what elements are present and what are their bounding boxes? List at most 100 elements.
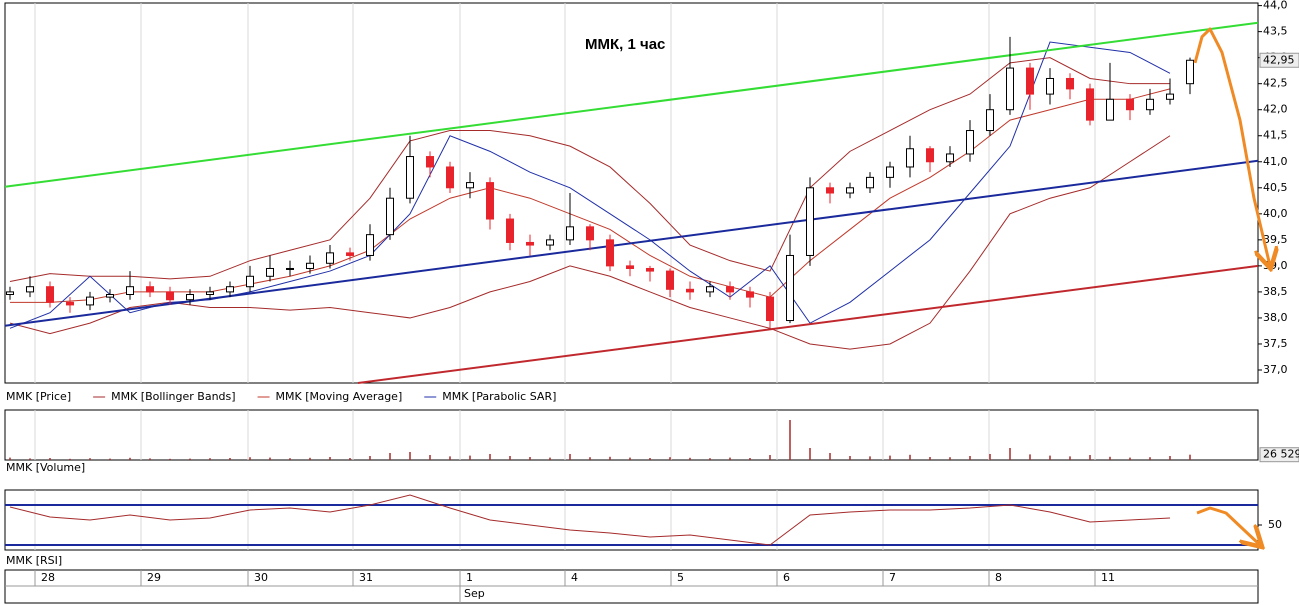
candle-body — [686, 288, 694, 293]
candle-body — [266, 267, 274, 277]
y-tick-label: 40,5 — [1263, 181, 1288, 194]
x-tick-label: 4 — [571, 571, 578, 584]
y-tick-label: 37,5 — [1263, 337, 1288, 350]
x-tick-label: 29 — [147, 571, 161, 584]
candle-body — [246, 275, 254, 288]
annotation-arrow — [1196, 506, 1260, 545]
candle-body — [106, 294, 114, 298]
x-tick-label: 1 — [466, 571, 473, 584]
candle-body — [846, 187, 854, 194]
x-tick-label: 28 — [41, 571, 55, 584]
rsi-pane — [4, 489, 1259, 551]
indicator-line — [10, 88, 1171, 303]
x-tick-label: 31 — [359, 571, 373, 584]
candle-body — [386, 197, 394, 236]
candle-body — [26, 286, 34, 293]
candle-body — [826, 187, 834, 194]
legend-label: MMK [Price] — [6, 390, 71, 403]
candle-body — [946, 153, 954, 163]
candle-body — [406, 156, 414, 199]
y-tick-label: 41,5 — [1263, 129, 1288, 142]
x-tick-label: 5 — [677, 571, 684, 584]
y-tick-label: 42,0 — [1263, 103, 1288, 116]
bollinger-lower — [9, 135, 1171, 350]
y-tick-label: 39,5 — [1263, 233, 1288, 246]
trend-line — [357, 264, 1259, 384]
candle-body — [806, 187, 814, 256]
candle-body — [1006, 67, 1014, 111]
x-tick-label: 7 — [889, 571, 896, 584]
candle-body — [86, 296, 94, 306]
legend-label: MMK [Moving Average] — [276, 390, 403, 403]
candle-body — [126, 286, 134, 296]
pane-label: MMK [RSI] — [6, 554, 62, 567]
candle-body — [646, 267, 654, 272]
x-tick-label: 6 — [783, 571, 790, 584]
candle-body — [586, 226, 594, 241]
candle-body — [306, 262, 314, 269]
last-value-box — [1259, 447, 1299, 463]
candle-body — [786, 254, 794, 322]
candle-body — [1146, 98, 1154, 111]
trend-line — [4, 159, 1259, 327]
legend-label: MMK [Bollinger Bands] — [111, 390, 235, 403]
candle-body — [206, 291, 214, 296]
y-tick-label: 40,0 — [1263, 207, 1288, 220]
candle-body — [526, 241, 534, 246]
annotation-arrow — [1193, 27, 1270, 266]
last-value-label: 26 529 — [1263, 448, 1299, 461]
y-tick-label: 37,0 — [1263, 363, 1288, 376]
candle-body — [866, 176, 874, 189]
x-tick-label: 30 — [254, 571, 268, 584]
y-tick-label: 50 — [1268, 518, 1282, 531]
candle-body — [166, 291, 174, 301]
candle-body — [466, 182, 474, 189]
candle-body — [666, 270, 674, 290]
candle-body — [886, 166, 894, 178]
candle-body — [966, 130, 974, 155]
candle-body — [186, 294, 194, 301]
trend-line — [4, 21, 1259, 188]
y-tick-label: 39,0 — [1263, 259, 1288, 272]
candle-body — [326, 252, 334, 264]
chart-title: ММК, 1 час — [585, 36, 665, 53]
candle-body — [606, 239, 614, 267]
rsi-line — [9, 494, 1171, 546]
candle-body — [546, 239, 554, 246]
candle-body — [1086, 88, 1094, 121]
x-tick-label: 8 — [995, 571, 1002, 584]
candle-body — [926, 148, 934, 163]
last-value-box — [1259, 52, 1299, 68]
month-label: Sep — [464, 587, 485, 600]
last-value-label: 42,95 — [1263, 53, 1295, 66]
candle-body — [986, 109, 994, 132]
candle-body — [1106, 98, 1114, 121]
pane-label: MMK [Volume] — [6, 461, 85, 474]
candle-body — [1166, 93, 1174, 100]
candle-body — [706, 286, 714, 293]
candle-body — [726, 286, 734, 293]
candle-body — [626, 265, 634, 269]
candle-body — [1026, 67, 1034, 95]
candle-body — [766, 296, 774, 322]
y-tick-label: 41,0 — [1263, 155, 1288, 168]
candle-body — [1126, 98, 1134, 111]
candle-body — [566, 226, 574, 241]
candle-body — [486, 182, 494, 220]
candle-body — [6, 291, 14, 296]
candle-body — [66, 301, 74, 306]
candle-body — [366, 234, 374, 256]
y-tick-label: 42,5 — [1263, 77, 1288, 90]
candle-body — [1066, 77, 1074, 90]
candle-body — [226, 286, 234, 293]
candle-body — [146, 286, 154, 293]
candle-body — [746, 291, 754, 298]
candle-body — [286, 267, 294, 270]
candle-body — [426, 156, 434, 168]
y-tick-label: 43,5 — [1263, 25, 1288, 38]
y-tick-label: 44,0 — [1263, 0, 1288, 12]
bollinger-upper — [9, 57, 1170, 282]
candle-body — [1046, 77, 1054, 95]
candle-body — [1186, 59, 1194, 85]
